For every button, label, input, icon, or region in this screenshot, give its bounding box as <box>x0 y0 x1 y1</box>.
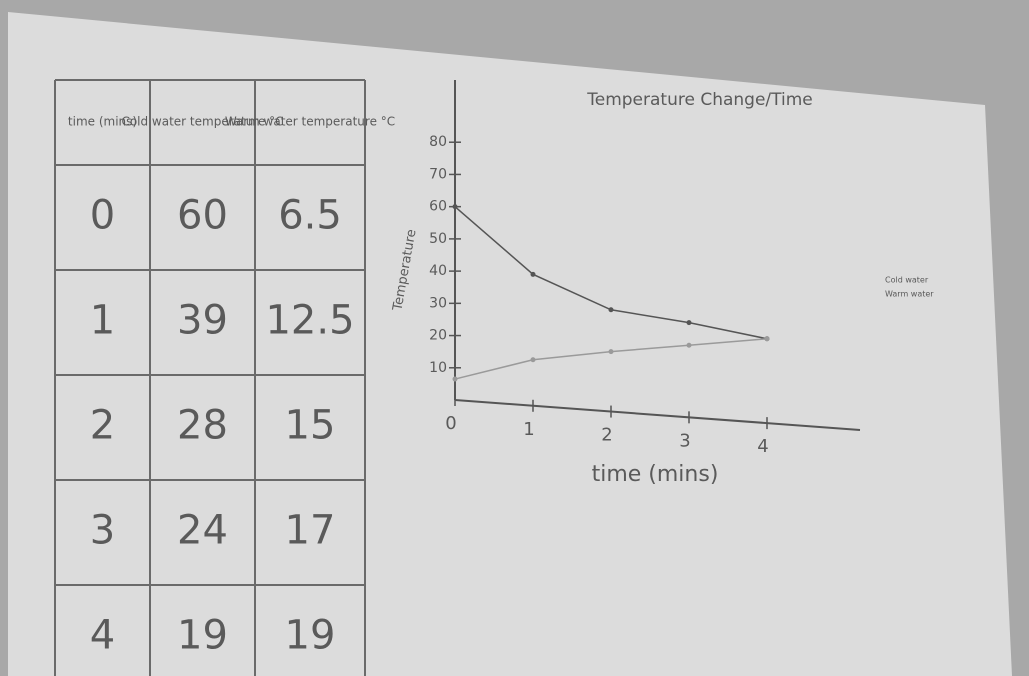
table-cell: 0 <box>90 193 115 239</box>
table-cell: 39 <box>177 298 228 344</box>
table-cell: 6.5 <box>278 193 342 239</box>
table-header: time (mins) <box>68 115 137 129</box>
table-cell: 28 <box>177 403 228 449</box>
chart-title: Temperature Change/Time <box>586 90 813 110</box>
x-axis-label: time (mins) <box>592 462 719 487</box>
table-header: Warm water temperature °C <box>225 115 395 129</box>
table-cell: 2 <box>90 403 115 449</box>
y-tick-label: 30 <box>429 295 447 311</box>
y-tick-label: 10 <box>429 360 447 376</box>
table-cell: 19 <box>285 613 336 659</box>
legend-entry: Warm water <box>885 290 934 299</box>
x-axis <box>454 399 861 431</box>
point <box>686 320 692 326</box>
chart: Temperature Change/Time Temperature time… <box>390 80 934 487</box>
point <box>686 342 692 348</box>
point <box>608 307 614 313</box>
point <box>452 376 458 382</box>
table-cell: 24 <box>177 508 228 554</box>
x-tick-label: 1 <box>523 419 534 440</box>
table-cell: 12.5 <box>265 298 354 344</box>
x-tick-label: 4 <box>757 436 768 457</box>
legend-entry: Cold water <box>885 276 929 285</box>
x-tick-label: 0 <box>445 413 456 434</box>
table-cell: 3 <box>90 508 115 554</box>
y-tick-label: 40 <box>429 263 447 279</box>
y-tick-label: 60 <box>429 199 447 215</box>
y-tick-label: 70 <box>429 166 447 182</box>
table-cell: 15 <box>285 403 336 449</box>
point <box>452 204 458 210</box>
x-tick-label: 3 <box>679 430 690 451</box>
table-cell: 4 <box>90 613 115 659</box>
y-tick-label: 50 <box>429 231 447 247</box>
x-tick-label: 2 <box>601 425 612 446</box>
table-cell: 17 <box>285 508 336 554</box>
point <box>530 271 536 277</box>
table-cell: 19 <box>177 613 228 659</box>
point <box>608 349 614 355</box>
y-tick-label: 80 <box>429 134 447 150</box>
whiteboard <box>8 12 1012 676</box>
table-cell: 1 <box>90 298 115 344</box>
table-header: Cold water temperature °C <box>121 115 283 129</box>
point <box>764 336 770 342</box>
table: time (mins)Cold water temperature °CWarm… <box>54 79 395 676</box>
y-tick-label: 20 <box>429 328 447 344</box>
table-cell: 60 <box>177 193 228 239</box>
point <box>530 357 536 363</box>
